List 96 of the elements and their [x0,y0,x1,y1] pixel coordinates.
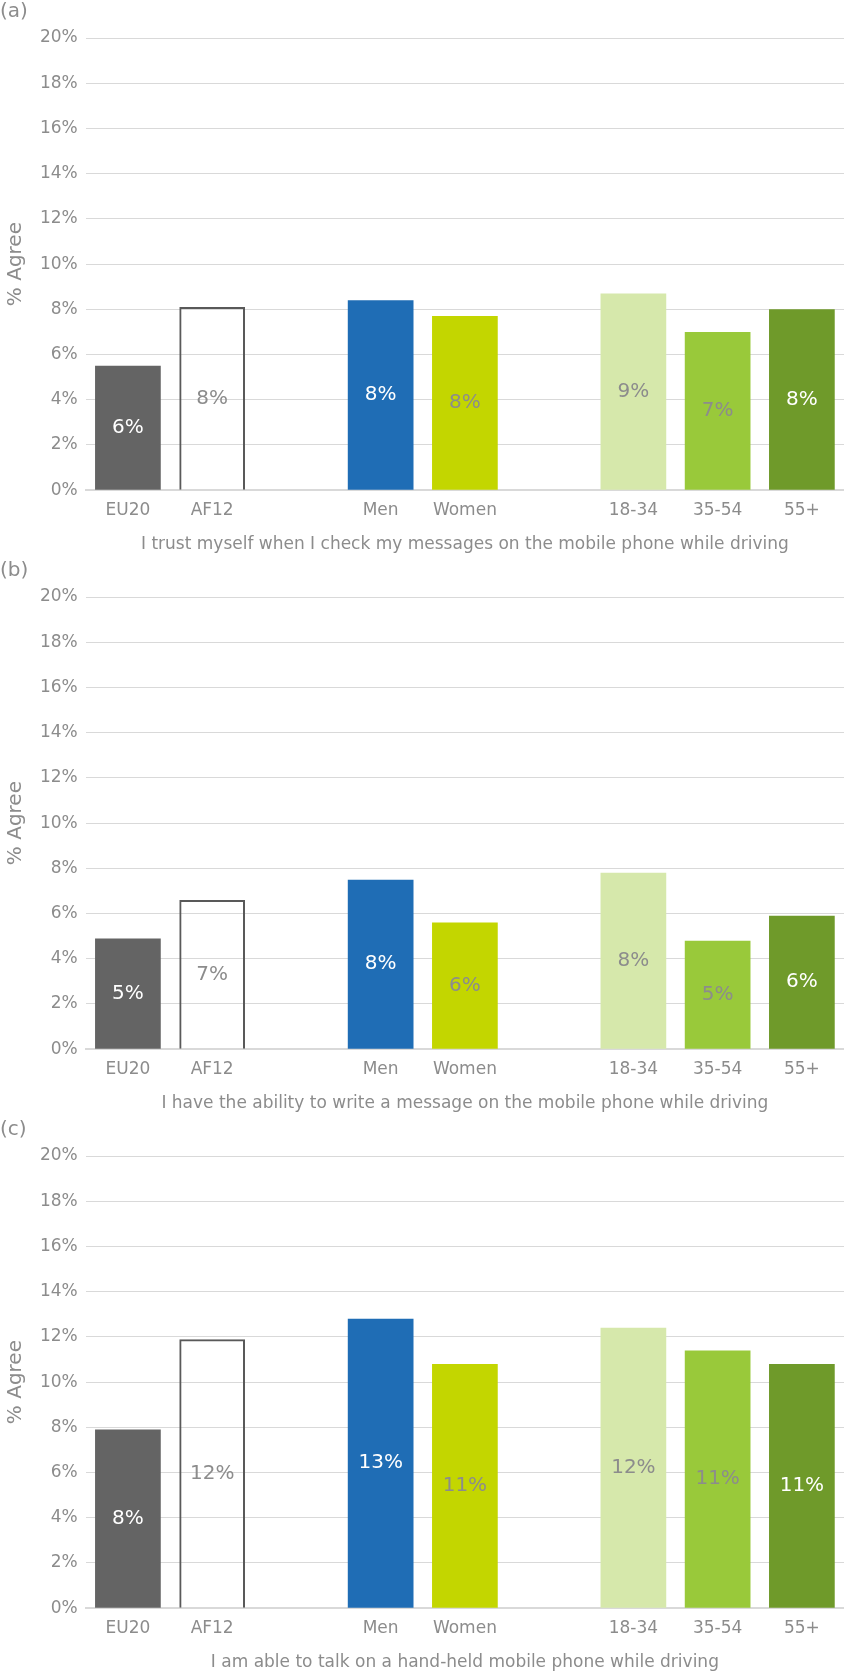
y-tick-label: 4% [50,1506,78,1527]
bar [684,940,751,1049]
x-tick-label: EU20 [105,1616,151,1637]
y-tick-label: 8% [50,297,78,318]
x-tick-label: 55+ [783,498,820,519]
x-tick-label: AF12 [190,498,234,519]
y-axis-title: % Agree [2,781,27,866]
data-label: 6% [112,413,144,438]
y-tick-label: 2% [50,1551,78,1572]
data-label: 8% [786,385,818,410]
data-label: 8% [449,389,481,414]
x-tick-label: 55+ [783,1057,820,1078]
data-label: 12% [189,1459,235,1484]
data-label: 8% [617,946,650,971]
x-tick-label: 35-54 [692,498,743,519]
y-tick-label: 12% [39,766,78,787]
x-tick-label: Women [432,1057,497,1078]
data-label: 9% [617,377,650,402]
bar [432,1364,498,1608]
y-tick-label: 6% [50,342,78,363]
y-tick-label: 18% [39,71,78,92]
y-tick-label: 4% [50,388,78,409]
y-tick-label: 10% [39,252,78,273]
chart-title: (a) [0,0,28,23]
x-tick-label: Men [362,1057,399,1078]
y-tick-label: 16% [39,116,78,137]
data-label: 11% [695,1465,740,1490]
x-tick-label: Men [362,498,399,519]
y-tick-label: 12% [39,1325,78,1346]
y-tick-label: 16% [39,1234,78,1255]
y-tick-label: 8% [50,1415,78,1436]
bar [432,922,498,1049]
x-tick-label: AF12 [190,1616,234,1637]
data-label: 7% [701,397,734,422]
bar [769,1364,835,1608]
data-label: 7% [196,960,229,985]
y-tick-label: 4% [50,947,78,968]
data-label: 5% [112,979,144,1004]
x-tick-label: AF12 [190,1057,234,1078]
y-tick-label: 18% [39,630,78,651]
y-tick-label: 6% [50,901,78,922]
data-label: 8% [112,1504,144,1529]
x-tick-label: 35-54 [692,1057,743,1078]
data-label: 5% [701,980,734,1005]
y-axis-title: % Agree [2,1340,27,1425]
x-tick-label: EU20 [105,498,151,519]
bar [600,872,667,1049]
x-tick-label: EU20 [105,1057,151,1078]
y-tick-label: 14% [39,1280,78,1301]
y-tick-label: 18% [39,1189,78,1210]
x-tick-label: Men [362,1616,399,1637]
x-tick-label: Women [432,498,497,519]
x-tick-label: Women [432,1616,497,1637]
x-tick-label: 18-34 [608,1057,659,1078]
x-axis-title: I trust myself when I check my messages on the mobile phone while driving [140,533,789,554]
x-tick-label: 18-34 [608,498,659,519]
y-tick-label: 12% [39,207,78,228]
bar [684,1350,751,1608]
y-axis-title: % Agree [2,222,27,307]
y-tick-label: 16% [39,675,78,696]
y-tick-label: 14% [39,162,78,183]
chart-title: (c) [0,1116,27,1141]
x-axis-title: I am able to talk on a hand-held mobile phone while driving [210,1651,719,1672]
bar [347,879,414,1049]
data-label: 8% [196,384,229,409]
y-tick-label: 0% [50,1596,78,1617]
y-tick-label: 10% [39,1370,78,1391]
x-tick-label: 55+ [783,1616,820,1637]
data-label: 8% [364,950,397,975]
bar [769,915,835,1049]
data-label: 6% [786,968,818,993]
x-axis-title: I have the ability to write a message on the mobile phone while driving [161,1092,769,1113]
y-tick-label: 20% [39,1144,78,1165]
y-tick-label: 6% [50,1460,78,1481]
y-tick-label: 0% [50,1037,78,1058]
x-tick-label: 18-34 [608,1616,659,1637]
data-label: 6% [449,971,481,996]
chart-title: (b) [0,557,29,582]
bar [600,1327,667,1608]
y-tick-label: 2% [50,992,78,1013]
y-tick-label: 0% [50,478,78,499]
x-tick-label: 35-54 [692,1616,743,1637]
data-label: 8% [364,381,397,406]
y-tick-label: 14% [39,721,78,742]
data-label: 11% [442,1472,488,1497]
y-tick-label: 2% [50,433,78,454]
bar [347,1318,414,1608]
y-tick-label: 10% [39,811,78,832]
data-label: 11% [779,1472,825,1497]
bar [95,1429,161,1608]
y-tick-label: 20% [39,26,78,47]
data-label: 13% [358,1449,403,1474]
y-tick-label: 20% [39,585,78,606]
data-label: 12% [611,1453,656,1478]
bar [95,938,161,1049]
y-tick-label: 8% [50,856,78,877]
